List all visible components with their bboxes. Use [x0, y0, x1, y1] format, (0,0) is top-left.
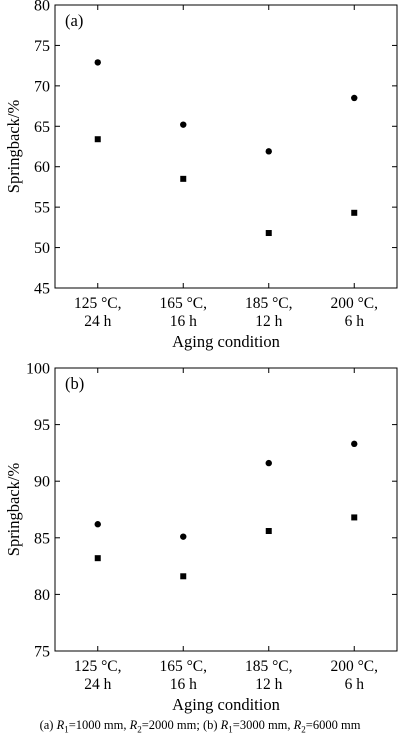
point-square-b-2: [265, 528, 272, 535]
point-circle-b-3: [351, 440, 358, 448]
x-tick-label-b-1-1: 16 h: [170, 676, 197, 693]
y-axis-title-b: Springback/%: [4, 463, 23, 557]
x-tick-label-a-2-1: 12 h: [255, 313, 282, 330]
x-tick-label-b-0-1: 24 h: [84, 676, 111, 693]
x-tick-label-a-3-1: 6 h: [345, 313, 365, 330]
x-tick-label-b-3-0: 200 °C,: [330, 658, 378, 675]
caption-b-r1-value: =3000 mm,: [232, 718, 294, 732]
point-square-a-3: [351, 209, 358, 216]
point-circle-b-1: [180, 533, 187, 540]
point-square-a-1: [180, 175, 187, 182]
y-axis-title-a: Springback/%: [4, 100, 23, 194]
y-tick-label-a-50: 50: [34, 240, 50, 257]
y-tick-label-b-80: 80: [34, 587, 50, 604]
x-axis-title-b: Aging condition: [172, 695, 280, 714]
panel-b: 75 80 85 90 95 100 125 °C,24 h 165 °C,16 h 185 °…: [4, 361, 398, 714]
figure-caption: (a) R1=1000 mm, R2=2000 mm; (b) R1=3000 …: [0, 718, 400, 735]
caption-b-r2-symbol: R: [293, 718, 302, 732]
point-square-a-2: [265, 230, 272, 237]
y-tick-label-a-65: 65: [34, 119, 50, 136]
caption-a-r2-sub: 2: [137, 724, 142, 735]
caption-a-r1-symbol: R: [56, 718, 65, 732]
y-tick-label-a-60: 60: [34, 159, 50, 176]
x-tick-label-a-1-1: 16 h: [170, 313, 197, 330]
x-axis-title-a: Aging condition: [172, 332, 280, 351]
point-circle-a-0: [94, 59, 101, 66]
x-tick-label-b-0-0: 125 °C,: [74, 658, 122, 675]
x-tick-label-b-3-1: 6 h: [345, 676, 365, 693]
point-square-b-3: [351, 514, 358, 521]
plot-frame-a: [54, 4, 398, 289]
y-tick-label-b-100: 100: [26, 361, 50, 378]
x-tick-label-a-2-0: 185 °C,: [245, 295, 293, 312]
caption-b-r1-symbol: R: [220, 718, 229, 732]
x-tick-label-b-2-0: 185 °C,: [245, 658, 293, 675]
panel-label-b: (b): [65, 374, 84, 393]
x-tick-label-b-1-0: 165 °C,: [159, 658, 207, 675]
point-circle-b-2: [265, 459, 272, 467]
point-circle-a-2: [265, 148, 272, 155]
y-tick-label-a-70: 70: [34, 78, 50, 95]
caption-a-r2-symbol: R: [129, 718, 138, 732]
point-circle-a-1: [180, 121, 187, 128]
y-tick-label-a-80: 80: [34, 0, 50, 15]
y-tick-label-b-75: 75: [34, 644, 50, 661]
caption-a-r1-value: =1000 mm,: [68, 718, 130, 732]
caption-a-r2-value: =2000 mm;: [141, 718, 203, 732]
y-tick-label-a-55: 55: [34, 200, 50, 217]
point-circle-a-3: [351, 94, 358, 102]
point-square-b-0: [94, 555, 101, 562]
panel-a: 45 50 55 60 65 70 75 80 125 °C,24 h 165 °C,16 h 18…: [4, 0, 398, 351]
panel-label-a: (a): [65, 11, 83, 30]
y-tick-label-a-45: 45: [34, 281, 50, 298]
x-tick-label-a-3-0: 200 °C,: [330, 295, 378, 312]
x-tick-label-b-2-1: 12 h: [255, 676, 282, 693]
y-tick-label-b-95: 95: [34, 417, 50, 434]
x-tick-label-a-0-0: 125 °C,: [74, 295, 122, 312]
point-square-a-0: [94, 136, 101, 143]
caption-b-r2-value: =6000 mm: [305, 718, 361, 732]
point-square-b-1: [180, 573, 187, 580]
x-tick-label-a-1-0: 165 °C,: [159, 295, 207, 312]
caption-b-r2-sub: 2: [301, 724, 306, 735]
y-tick-label-b-85: 85: [34, 530, 50, 547]
y-tick-label-b-90: 90: [34, 474, 50, 491]
point-circle-b-0: [94, 521, 101, 528]
caption-b-r1-sub: 1: [228, 724, 233, 735]
caption-b-prefix: (b): [202, 718, 221, 732]
caption-a-r1-sub: 1: [64, 724, 69, 735]
caption-a-prefix: (a): [39, 718, 57, 732]
y-tick-label-a-75: 75: [34, 38, 50, 55]
plot-frame-b: [54, 367, 398, 652]
x-tick-label-a-0-1: 24 h: [84, 313, 111, 330]
